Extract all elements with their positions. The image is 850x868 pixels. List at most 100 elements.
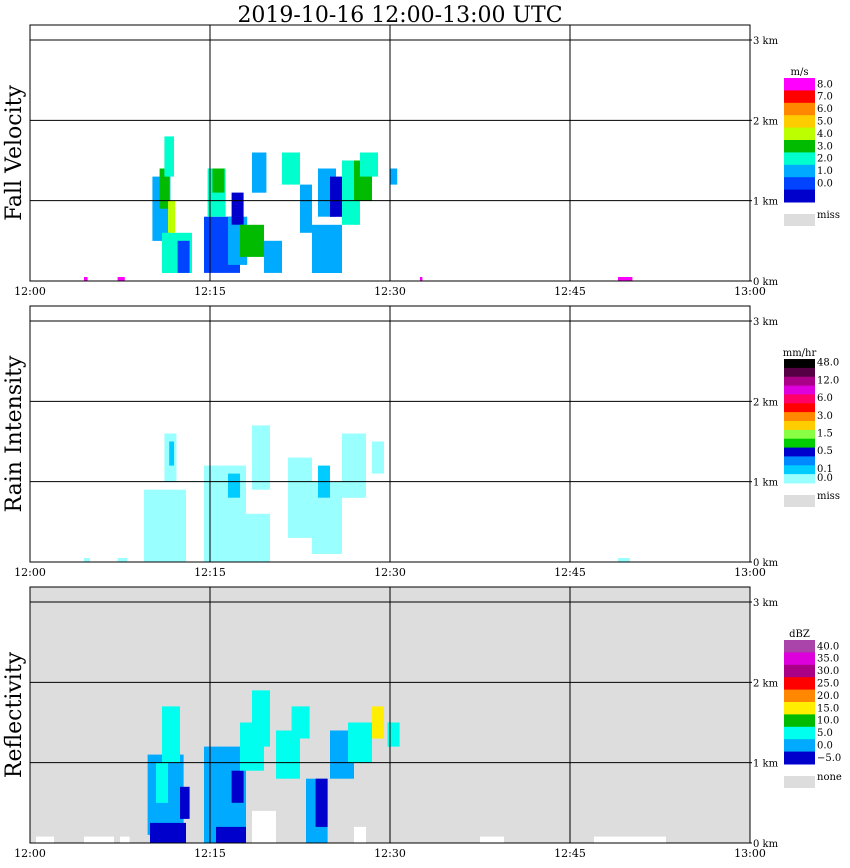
x-tick-label: 12:30 (374, 285, 406, 298)
panel-3: 0 km 1 km 2 km 3 km 12:00 12:15 12:30 12:45 13:0… (2, 586, 842, 860)
legend-missing-swatch (784, 495, 815, 507)
heatmap-cell (168, 200, 176, 233)
x-tick-label: 12:00 (14, 847, 46, 860)
legend-swatch (784, 640, 815, 653)
legend-swatch (784, 90, 815, 104)
y-tick-label: 2 km (753, 116, 779, 127)
legend-level-label: 5.0 (817, 728, 833, 739)
plot-frame (29, 24, 751, 282)
heatmap-cell (36, 836, 54, 843)
x-tick-label: 12:15 (194, 847, 226, 860)
y-tick-label: 3 km (753, 598, 779, 609)
heatmap-cell (240, 513, 270, 562)
legend-swatch (784, 394, 815, 404)
heatmap-cell (264, 240, 282, 273)
heatmap-cell (252, 152, 267, 193)
legend-swatch (784, 385, 815, 395)
heatmap-cell (252, 425, 270, 490)
heatmap-cell (212, 168, 225, 193)
x-tick-label: 12:45 (554, 847, 586, 860)
heatmap-cell (618, 277, 633, 281)
x-tick-label: 13:00 (734, 285, 766, 298)
legend-swatch (784, 438, 815, 449)
legend-unit: dBZ (789, 629, 810, 640)
heatmap-cell (117, 558, 128, 562)
legend-swatch (784, 447, 815, 457)
heatmap-cell (252, 810, 276, 843)
legend-swatch (784, 456, 815, 466)
legend-swatch (784, 465, 815, 475)
legend-level-label: 0.5 (817, 446, 833, 457)
heatmap-cell (315, 778, 328, 827)
heatmap-cell (291, 706, 310, 739)
y-axis-label: Fall Velocity (2, 85, 27, 221)
legend-level-label: 15.0 (817, 703, 839, 714)
legend-level-label: 0.0 (817, 473, 833, 484)
legend-swatch (784, 474, 815, 484)
legend-level-label: 1.5 (817, 429, 833, 440)
heatmap-cell (231, 192, 244, 225)
legend-level-label: 0.0 (817, 179, 833, 190)
heatmap-cell (252, 690, 270, 747)
x-tick-label: 12:15 (194, 285, 226, 298)
legend-swatch (784, 739, 815, 753)
heatmap-cell (228, 473, 240, 498)
x-tick-label: 13:00 (734, 566, 766, 579)
heatmap-cell (312, 224, 342, 273)
legend-swatch (784, 726, 815, 740)
legend-swatch (784, 664, 815, 678)
heatmap-cell (156, 762, 168, 803)
heatmap-cell (372, 441, 384, 474)
legend-swatch (784, 127, 815, 141)
legend-level-label: 5.0 (817, 117, 833, 128)
x-tick-label: 13:00 (734, 847, 766, 860)
heatmap-cell (240, 224, 264, 257)
x-tick-label: 12:45 (554, 285, 586, 298)
legend-level-label: 40.0 (817, 641, 839, 652)
legend-level-label: 20.0 (817, 691, 839, 702)
legend-level-label: −5.0 (817, 753, 841, 764)
heatmap-cell (360, 152, 378, 177)
heatmap-cell (177, 240, 190, 273)
x-tick-label: 12:30 (374, 847, 406, 860)
legend-swatch (784, 102, 815, 116)
legend-level-label: 0.1 (817, 464, 833, 475)
legend-swatch (784, 376, 815, 387)
legend-missing-swatch (784, 214, 815, 226)
heatmap-cell (390, 168, 398, 185)
y-tick-label: 1 km (753, 197, 779, 208)
heatmap-cell (162, 706, 180, 763)
heatmap-cell (169, 441, 174, 466)
legend-swatch (784, 359, 815, 369)
legend-missing-label: none (817, 772, 842, 783)
legend-swatch (784, 177, 815, 191)
legend-swatch (784, 751, 815, 765)
y-tick-label: 3 km (753, 36, 779, 47)
legend-swatch (784, 702, 815, 715)
legend-level-label: 3.0 (817, 411, 833, 422)
heatmap-cell (117, 277, 125, 281)
legend-level-label: 35.0 (817, 654, 839, 665)
heatmap-cell (480, 836, 504, 843)
legend-level-label: 6.0 (817, 104, 833, 115)
legend-swatch (784, 189, 815, 203)
heatmap-cell (282, 152, 300, 185)
heatmap-cell (231, 770, 244, 803)
y-tick-label: 1 km (753, 478, 779, 489)
heatmap-cell (342, 433, 366, 498)
heatmap-cell (84, 836, 114, 843)
legend-level-label: 7.0 (817, 92, 833, 103)
legend-swatch (784, 652, 815, 666)
y-tick-label: 2 km (753, 678, 779, 689)
legend-swatch (784, 412, 815, 422)
chart-title: 2019-10-16 12:00-13:00 UTC (237, 3, 562, 28)
legend-swatch (784, 164, 815, 178)
y-tick-label: 1 km (753, 759, 779, 770)
legend-unit: mm/hr (783, 348, 817, 359)
heatmap-cell (216, 826, 246, 843)
heatmap-cell (120, 836, 130, 843)
legend-level-label: 48.0 (817, 358, 839, 369)
panels-group: 0 km 1 km 2 km 3 km 12:00 12:15 12:30 12:45 13:0… (2, 24, 842, 860)
legend-level-label: 4.0 (817, 129, 833, 140)
